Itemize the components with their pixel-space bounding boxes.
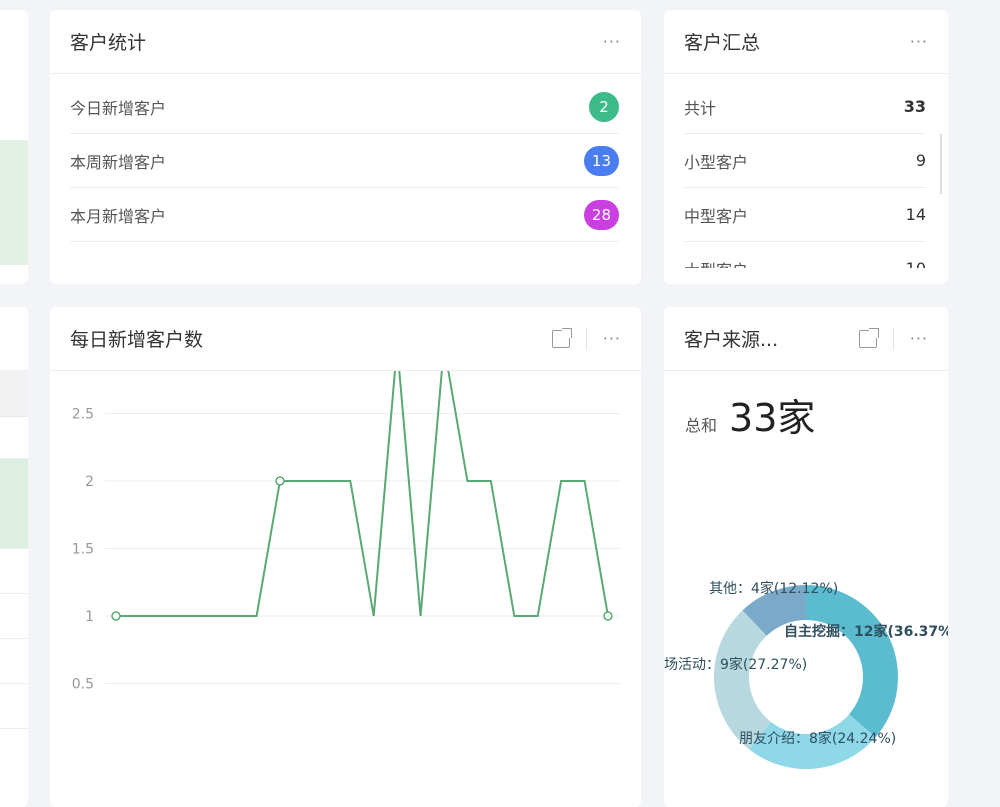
y-tick-label: 1.5 xyxy=(72,542,94,558)
y-tick-label: 1 xyxy=(85,609,94,625)
data-point xyxy=(275,476,285,486)
stat-label: 本周新增客户 xyxy=(70,152,167,172)
total-label: 总和 xyxy=(685,416,718,435)
donut-slice[interactable] xyxy=(806,585,898,738)
count-badge: 2 xyxy=(589,91,619,122)
more-icon[interactable]: ··· xyxy=(909,32,928,51)
slice-label: 市场活动：9家(27.27%) xyxy=(664,656,807,673)
summary-list[interactable]: 共计 33 小型客户 9 中型客户 14 大型客户10 xyxy=(664,74,948,268)
summary-label: 大型客户 xyxy=(684,257,906,269)
line-chart: 0.511.522.53 xyxy=(72,371,620,693)
donut-slice[interactable] xyxy=(714,610,771,750)
donut-chart: 自主挖掘：12家(36.37%) 朋友介绍：8家(24.24%) 市场活动：9家(2… xyxy=(664,580,948,770)
summary-value: 14 xyxy=(905,205,926,224)
slice-label: 朋友介绍：8家(24.24%) xyxy=(739,730,896,747)
slice-label: 自主挖掘：12家(36.37%) xyxy=(784,623,948,640)
summary-label: 中型客户 xyxy=(684,206,749,226)
more-icon[interactable]: ··· xyxy=(602,329,621,348)
scrollbar[interactable] xyxy=(940,134,942,194)
customer-stats-card: 客户统计 ··· 今日新增客户 2 本周新增客户 13 本月新增客户 28 xyxy=(50,10,641,284)
summary-label: 共计 xyxy=(684,98,717,118)
summary-row[interactable]: 小型客户 9 xyxy=(684,134,926,188)
external-link-icon[interactable] xyxy=(551,327,572,348)
summary-value: 33 xyxy=(903,97,926,116)
daily-new-customers-card: 每日新增客户数··· 0.511.522.53 xyxy=(50,307,641,807)
left-card-bottom xyxy=(0,307,28,807)
summary-label: 小型客户 xyxy=(684,152,749,172)
donut-slice[interactable] xyxy=(742,585,806,636)
series-line xyxy=(116,371,609,617)
summary-row[interactable]: 大型客户10 xyxy=(684,242,926,268)
data-point xyxy=(111,611,121,621)
stat-label: 今日新增客户 xyxy=(70,98,167,118)
customer-summary-card: 客户汇总 ··· 共计 33 小型客户 9 中型客户 14 大型客户10 xyxy=(664,10,948,284)
card-title: 客户来源... xyxy=(684,329,779,351)
stat-row[interactable]: 本周新增客户 13 xyxy=(70,134,619,188)
customer-source-card: 客户来源... ··· 总和 33家 自主挖掘：12家(36.37%) 朋友介绍：8… xyxy=(664,307,948,807)
card-title: 客户汇总 xyxy=(684,32,761,54)
card-title: 客户统计 xyxy=(70,32,147,54)
summary-value: 10 xyxy=(906,259,926,268)
count-badge: 13 xyxy=(583,145,619,176)
stat-label: 本月新增客户 xyxy=(70,206,167,226)
slice-label: 其他：4家(12.12%) xyxy=(709,580,838,597)
summary-value: 9 xyxy=(915,151,926,170)
stat-row[interactable]: 本月新增客户 28 xyxy=(70,188,619,242)
y-tick-label: 0.5 xyxy=(72,677,94,693)
more-icon[interactable]: ··· xyxy=(602,32,621,51)
y-tick-label: 2 xyxy=(85,474,94,490)
total-value: 33家 xyxy=(729,396,816,440)
summary-row[interactable]: 共计 33 xyxy=(684,80,926,134)
left-card-top xyxy=(0,10,28,284)
data-point xyxy=(603,611,613,621)
stat-row[interactable]: 今日新增客户 2 xyxy=(70,80,619,134)
more-icon[interactable]: ··· xyxy=(909,329,928,348)
summary-row[interactable]: 中型客户 14 xyxy=(684,188,926,242)
card-title: 每日新增客户数 xyxy=(70,329,204,351)
donut-slice[interactable] xyxy=(749,714,876,770)
count-badge: 28 xyxy=(583,199,619,230)
y-tick-label: 2.5 xyxy=(72,407,94,423)
external-link-icon[interactable] xyxy=(858,327,879,348)
left-chart-fill xyxy=(0,140,28,265)
